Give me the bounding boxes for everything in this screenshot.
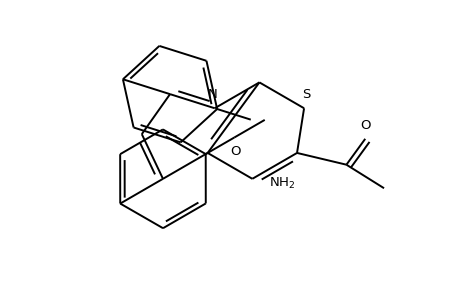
Text: O: O <box>230 145 240 158</box>
Text: S: S <box>302 88 310 101</box>
Text: O: O <box>359 119 369 132</box>
Text: NH$_2$: NH$_2$ <box>268 176 295 191</box>
Text: N: N <box>207 88 217 101</box>
